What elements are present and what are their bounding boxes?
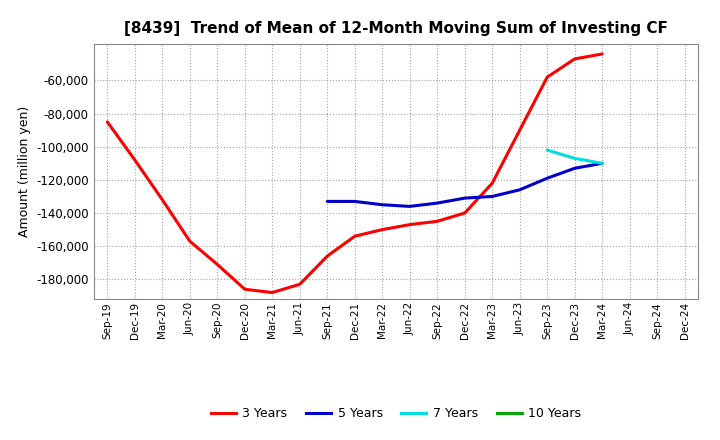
- Y-axis label: Amount (million yen): Amount (million yen): [17, 106, 30, 237]
- Legend: 3 Years, 5 Years, 7 Years, 10 Years: 3 Years, 5 Years, 7 Years, 10 Years: [206, 403, 586, 425]
- Title: [8439]  Trend of Mean of 12-Month Moving Sum of Investing CF: [8439] Trend of Mean of 12-Month Moving …: [124, 21, 668, 36]
